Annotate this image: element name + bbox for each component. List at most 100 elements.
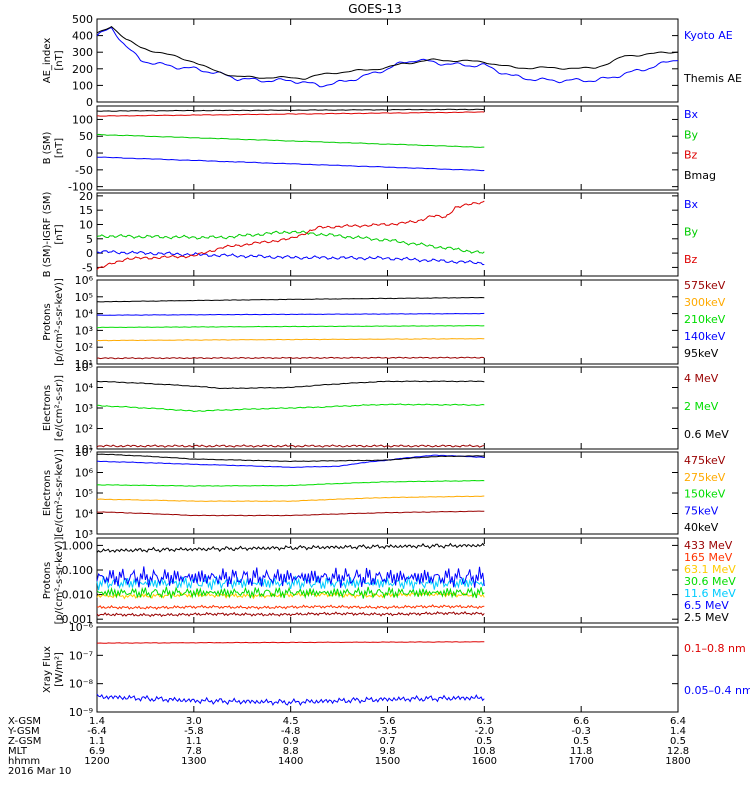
y-tick-label: 300 [72,46,93,59]
y-tick-label: 0 [86,96,93,109]
legend-entry: By [684,128,699,141]
series-line-bx [96,250,485,266]
x-tick-label: 7.8 [186,746,202,757]
series-line-bmag [96,108,485,112]
series-line-0-1-0-8-nm [97,641,485,644]
x-tick-label: 6.4 [670,716,686,727]
x-tick-label: -0.3 [571,726,591,737]
legend-entry: 30.6 MeV [684,575,736,588]
y-tick-label: 10² [75,341,93,354]
series-line-165-mev [96,604,485,610]
y-tick-label: 0 [86,147,93,160]
series-line-433-mev [96,611,485,618]
panel-frame [96,105,679,191]
series-line-575kev [96,356,485,360]
x-tick-label: 1.1 [89,736,105,747]
x-tick-label: 11.8 [570,746,592,757]
y-tick-label: 10⁻⁸ [69,678,94,691]
y-axis-label: AE_index [42,38,53,84]
y-tick-label: 10⁵ [75,361,93,374]
legend-entry: 0.05–0.4 nm [684,684,750,697]
y-axis-label: [nT] [54,224,65,244]
series-line-6-5-mev [96,566,485,588]
x-axis-row-label: MLT [8,746,28,757]
x-tick-label: 1300 [181,756,206,767]
y-tick-label: 10⁻⁷ [69,649,93,662]
y-axis-label: Electrons [42,385,53,431]
y-tick-label: 10¹ [75,443,93,456]
legend-entry: 433 MeV [684,539,733,552]
y-axis-label: B (SM)-IGRF (SM) [42,192,53,278]
y-tick-label: 10⁻⁹ [69,706,93,719]
x-tick-label: 4.5 [283,716,299,727]
y-axis-label: [W/m²] [54,652,65,687]
y-tick-label: 10³ [75,324,93,337]
legend-entry: 475keV [684,454,726,467]
series-line-210kev [96,325,485,329]
x-tick-label: 5.6 [380,716,396,727]
y-tick-label: 0 [86,247,93,260]
panel-frame [96,18,679,103]
x-axis-row-label: Y-GSM [7,726,40,737]
legend-entry: Themis AE [683,72,742,85]
series-line-95kev [97,296,485,303]
x-tick-label: -4.8 [281,726,301,737]
legend-entry: 140keV [684,330,726,343]
y-tick-label: 100 [72,113,93,126]
panel-xray: 10⁻⁹ 10⁻⁸ 10⁻⁷ 10⁻⁶ Xray Flux [W/m²] 0.1–0.8 n… [42,621,750,719]
series-line-300kev [96,338,485,342]
legend-entry: 0.6 MeV [684,428,729,441]
series-line-150kev [96,479,485,487]
y-axis-label: [e/(cm²-s-sr)] [54,375,65,441]
legend-entry: 275keV [684,471,726,484]
x-tick-label: 6.6 [573,716,589,727]
y-tick-label: 10² [75,423,93,436]
x-tick-label: 6.9 [89,746,105,757]
x-tick-label: 0.9 [283,736,299,747]
y-tick-label: 10⁷ [75,446,93,459]
y-tick-label: 0.100 [62,564,94,577]
y-tick-label: 400 [72,30,93,43]
panel-protons_mev: 0.001 0.010 0.100 1.000 Protons [p/(cm²-s-sr-… [42,537,736,627]
series-line-bx [96,156,485,172]
series-line-0-05-0-4-nm [96,693,485,707]
y-axis-label: [nT] [54,138,65,158]
x-tick-label: 1.4 [670,726,686,737]
panel-frame [96,192,679,277]
y-tick-label: 10⁵ [75,487,93,500]
legend-entry: 63.1 MeV [684,563,736,576]
series-line-bz [97,111,485,117]
y-tick-label: 10⁶ [75,274,94,287]
y-tick-label: 15 [79,204,93,217]
x-tick-label: 1600 [472,756,497,767]
legend-entry: Kyoto AE [684,29,733,42]
y-axis-label: B (SM) [42,131,53,164]
x-tick-label: -3.5 [378,726,398,737]
x-tick-label: -5.8 [184,726,204,737]
series-line-bz [96,200,485,271]
legend-entry: 11.6 MeV [684,587,736,600]
y-tick-label: 10⁵ [75,291,93,304]
x-tick-label: 0.5 [476,736,492,747]
y-tick-label: 10³ [75,402,93,415]
x-tick-label: 0.5 [573,736,589,747]
legend-entry: 2.5 MeV [684,611,729,624]
x-tick-label: 1200 [84,756,109,767]
x-tick-label: 1400 [278,756,303,767]
x-tick-label: 6.3 [476,716,492,727]
y-tick-label: 500 [72,13,93,26]
chart-title: GOES-13 [348,2,402,16]
series-line-75kev [96,454,485,468]
y-axis-label: [e/(cm²-s-sr-keV)] [54,449,65,537]
x-tick-label: 9.8 [380,746,396,757]
y-tick-label: 0.010 [62,589,94,602]
y-axis-label: Electrons [42,470,53,516]
series-line-kyoto-ae [96,26,679,88]
legend-entry: 0.1–0.8 nm [684,642,746,655]
x-axis-row-label: X-GSM [8,716,41,727]
y-tick-label: 100 [72,79,93,92]
panel-frame [96,279,679,365]
